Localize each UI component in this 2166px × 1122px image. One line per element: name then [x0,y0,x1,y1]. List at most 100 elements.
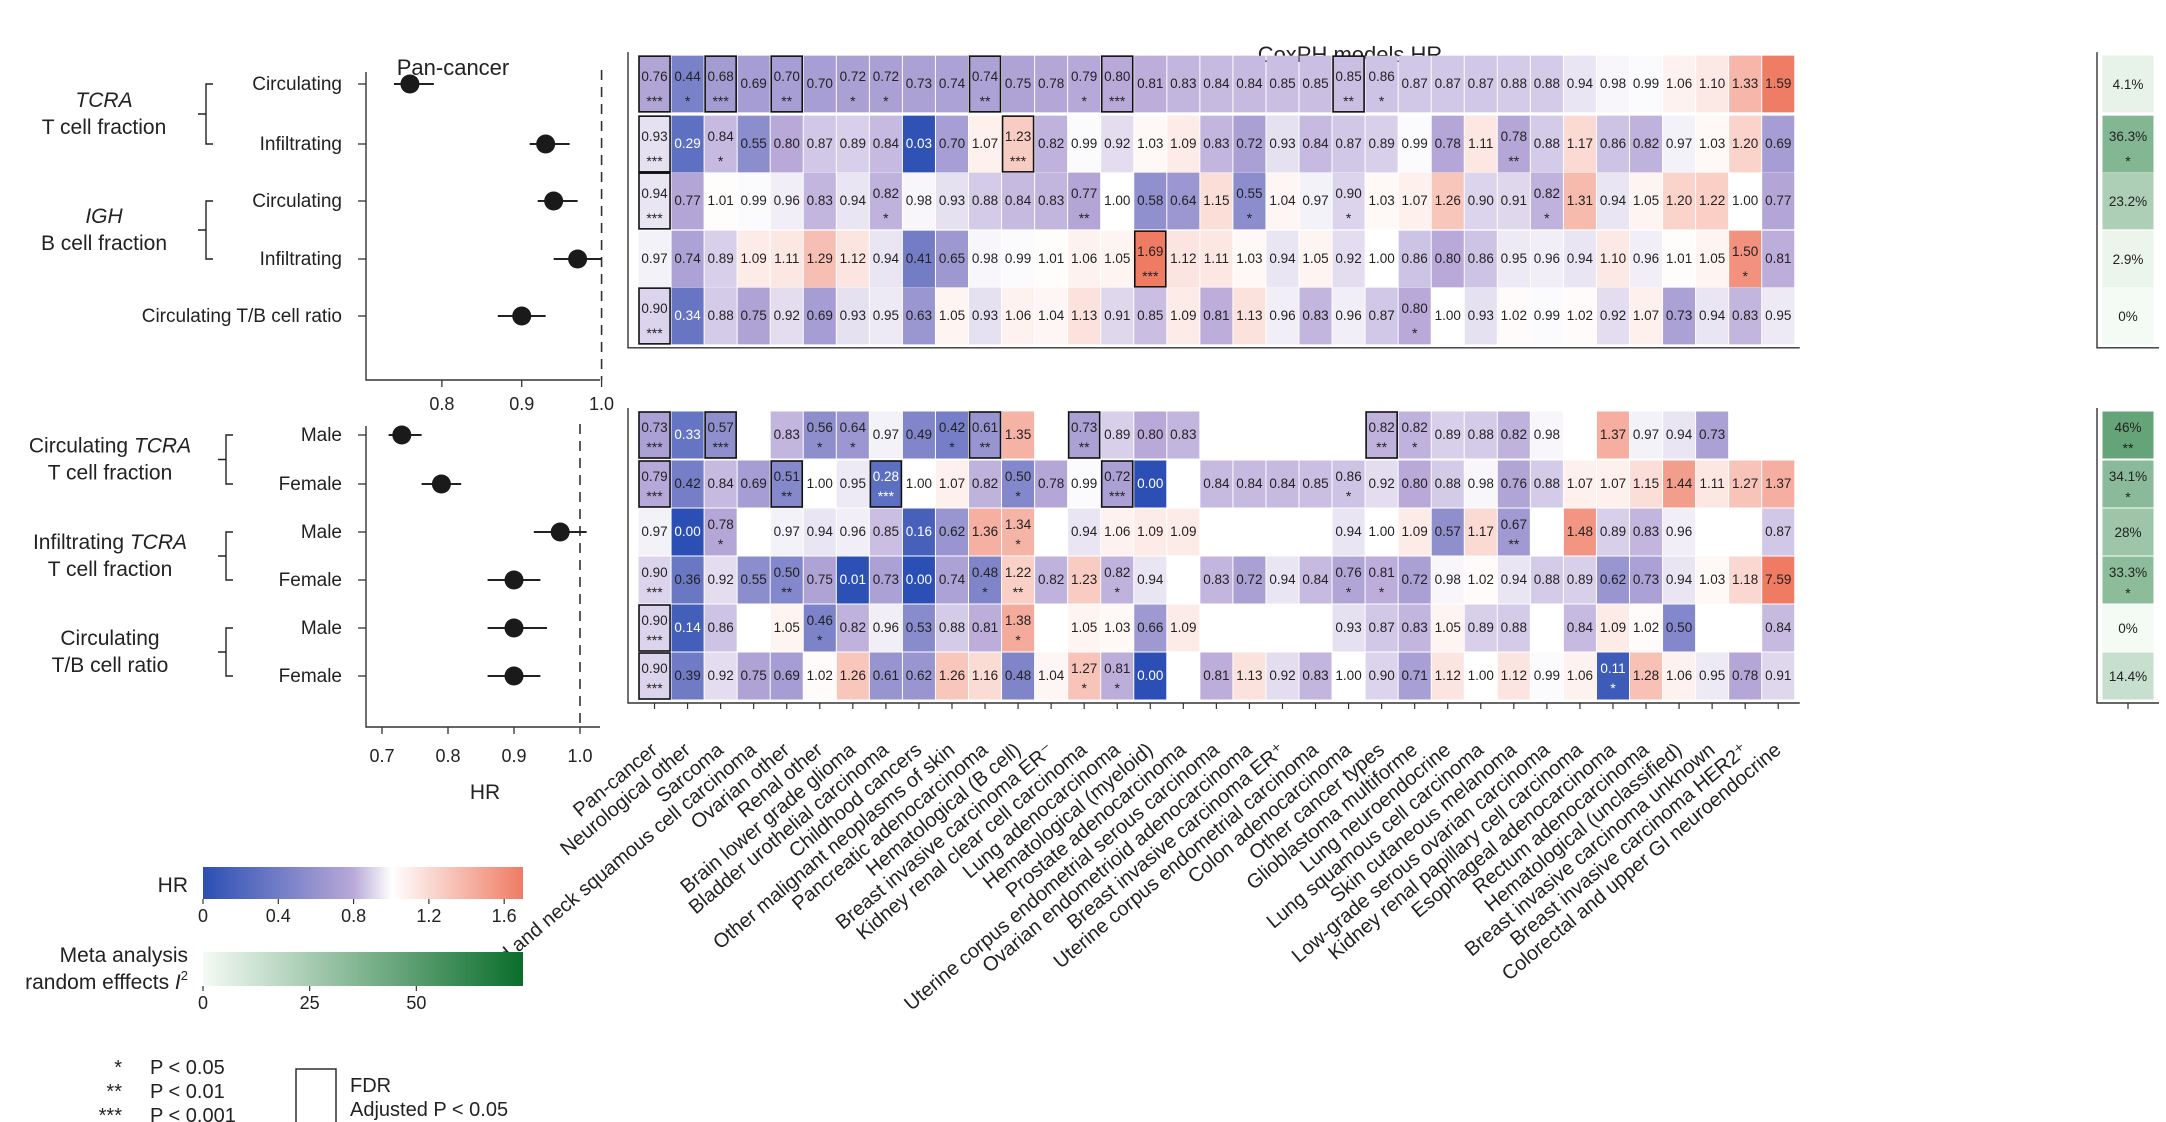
row-label: Male [301,618,342,639]
bottom-heat-cell [1563,556,1596,604]
top-heat-value: 0.44 [674,69,701,84]
top-heat-value: 0.99 [1534,308,1560,323]
top-heat-stars: *** [646,153,663,169]
x-tick-label: 0.8 [435,746,460,766]
top-heat-value: 0.83 [1732,308,1758,323]
top-heat-cell [704,287,737,345]
bottom-heat-value: 0.80 [1137,427,1163,442]
top-heat-value: 0.87 [807,136,833,151]
top-heat-value: 1.06 [1005,308,1031,323]
top-heat-cell [1299,172,1332,230]
top-heat-value: 1.03 [1699,136,1725,151]
bottom-heat-cell [1002,556,1035,604]
bottom-heat-cell [671,508,704,556]
top-heat-value: 0.72 [873,69,899,84]
bottom-heat-cell [1068,604,1101,652]
bottom-heat-cell [1332,556,1365,604]
top-heat-cell [1464,230,1497,288]
bottom-heat-cell [1233,460,1266,508]
colorbar-tick-label: 50 [406,993,426,1013]
bottom-heat-value: 0.61 [972,420,998,435]
x-tick-label: 0.9 [509,394,534,414]
top-heat-cell [1101,55,1134,113]
bottom-heat-cell [1365,508,1398,556]
top-heat-value: 0.98 [1600,76,1626,91]
bottom-heat-value: 0.93 [1335,620,1361,635]
bottom-heat-cell [1563,652,1596,700]
bottom-heat-cell [1365,460,1398,508]
top-heat-cell [803,55,836,113]
bottom-heat-cell [1663,411,1696,459]
top-heat-value: 0.94 [641,186,668,201]
top-heat-value: 0.85 [1269,76,1295,91]
top-heat-value: 1.13 [1236,308,1262,323]
meta-cell [2102,172,2154,230]
bottom-heat-value: 0.87 [1368,620,1394,635]
bottom-heat-value: 0.73 [1633,572,1659,587]
bottom-heat-cell [1167,556,1200,604]
bottom-heat-cell [902,460,935,508]
bottom-heat-value: 1.00 [1335,668,1361,683]
bottom-heat-cell [1464,508,1497,556]
top-heat-value: 0.92 [1104,136,1130,151]
top-heat-cell [1332,55,1365,113]
top-heat-cell [1167,55,1200,113]
bottom-heat-value: 0.49 [906,427,932,442]
top-heat-value: 0.83 [1302,308,1328,323]
bottom-heat-cell [1464,411,1497,459]
top-heat-cell [638,115,671,173]
bottom-heat-value: 0.16 [906,524,932,539]
top-heat-fdr-box [704,55,737,113]
top-heat-cell [1530,287,1563,345]
row-label: Circulating [252,74,342,95]
bottom-heat-cell [1431,604,1464,652]
p-legend-text: P < 0.05 [150,1057,225,1079]
top-heat-cell [1497,172,1530,230]
top-heat-value: 1.05 [1302,251,1328,266]
bottom-heat-value: 0.84 [1203,476,1230,491]
bottom-heat-stars: * [1346,584,1352,600]
top-heat-value: 0.96 [1633,251,1659,266]
top-heat-stars: * [883,210,889,226]
hr-point [431,474,451,494]
top-heat-value: 0.94 [1269,251,1296,266]
top-heat-value: 1.26 [1435,193,1461,208]
top-heat-stars: ** [1508,153,1519,169]
bottom-heat-fdr-box [638,604,671,652]
x-tick-label: 1.0 [589,394,614,414]
top-heat-value: 1.11 [1204,251,1229,266]
bottom-heat-value: 0.00 [906,572,932,587]
top-heat-cell [1398,230,1431,288]
bottom-heat-value: 0.94 [1335,524,1362,539]
bottom-heat-cell [1332,652,1365,700]
top-heat-value: 0.69 [807,308,833,323]
top-heat-value: 1.69 [1137,244,1163,259]
top-heat-cell [638,230,671,288]
top-heat-cell [1266,55,1299,113]
x-tick-label: 0.7 [369,746,394,766]
top-heat-cell [704,230,737,288]
top-heat-cell [836,172,869,230]
bottom-heat-value: 0.78 [707,517,733,532]
meta-value: 28% [2114,525,2141,540]
bottom-heat-value: 0.82 [1501,427,1527,442]
bottom-heat-value: 0.76 [1335,565,1361,580]
bottom-heat-value: 0.94 [1137,572,1164,587]
top-heat-cell [1431,55,1464,113]
top-heat-stars: *** [646,93,663,109]
meta-stars: ** [2123,440,2134,456]
bottom-heat-cell [1101,460,1134,508]
top-heat-cell [1068,287,1101,345]
top-heat-value: 0.58 [1137,193,1163,208]
meta-value: 2.9% [2113,252,2144,267]
top-heat-stars: ** [1079,210,1090,226]
top-heat-value: 0.74 [674,251,701,266]
top-heat-cell [1696,172,1729,230]
bottom-heat-cell [1101,411,1134,459]
top-heat-value: 1.59 [1765,76,1791,91]
top-heat-cell [1431,230,1464,288]
meta-cell [2102,55,2154,113]
top-heat-stars: * [718,153,724,169]
bottom-heat-value: 0.90 [641,661,667,676]
top-heat-value: 0.65 [939,251,965,266]
